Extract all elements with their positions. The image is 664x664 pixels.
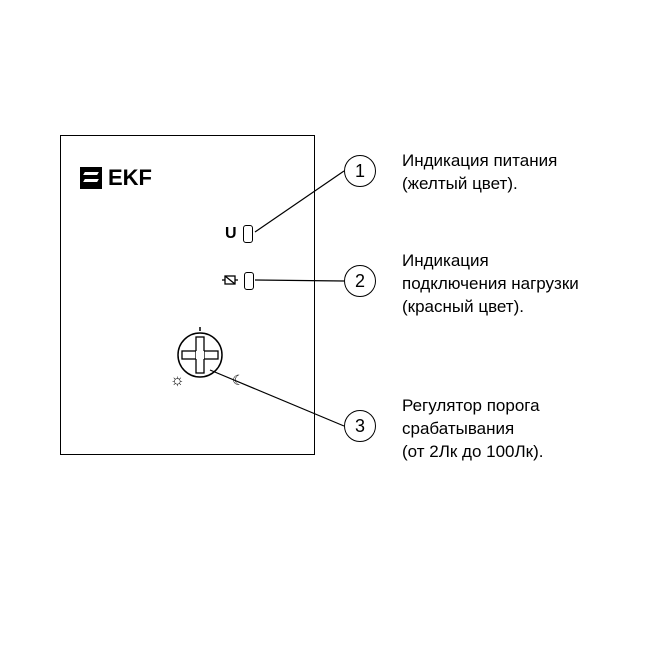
brand-logo: EKF: [80, 165, 152, 191]
callout-3-digit: 3: [355, 416, 365, 437]
callout-1-line-0: Индикация питания: [402, 150, 557, 173]
callout-3-number: 3: [344, 410, 376, 442]
indicator-power: U: [225, 225, 253, 243]
u-symbol: U: [225, 225, 237, 243]
callout-2-line-0: Индикация: [402, 250, 579, 273]
callout-2-number: 2: [344, 265, 376, 297]
indicator-load: [222, 272, 254, 290]
brand-icon: [80, 167, 102, 189]
callout-2-line-2: (красный цвет).: [402, 296, 579, 319]
callout-3-line-2: (от 2Лк до 100Лк).: [402, 441, 543, 464]
callout-2-line-1: подключения нагрузки: [402, 273, 579, 296]
led-load-icon: [244, 272, 254, 290]
callout-3-line-1: срабатывания: [402, 418, 543, 441]
callout-1-line-1: (желтый цвет).: [402, 173, 557, 196]
callout-1-number: 1: [344, 155, 376, 187]
led-power-icon: [243, 225, 253, 243]
moon-icon: ☾: [232, 372, 245, 389]
sun-icon: ☼: [170, 372, 185, 390]
callout-3-line-0: Регулятор порога: [402, 395, 543, 418]
callout-3-text: Регулятор порога срабатывания (от 2Лк до…: [402, 395, 543, 464]
brand-text: EKF: [108, 165, 152, 191]
callout-1-digit: 1: [355, 161, 365, 182]
load-symbol-icon: [222, 273, 238, 289]
callout-1-text: Индикация питания (желтый цвет).: [402, 150, 557, 196]
callout-2-text: Индикация подключения нагрузки (красный …: [402, 250, 579, 319]
callout-2-digit: 2: [355, 271, 365, 292]
